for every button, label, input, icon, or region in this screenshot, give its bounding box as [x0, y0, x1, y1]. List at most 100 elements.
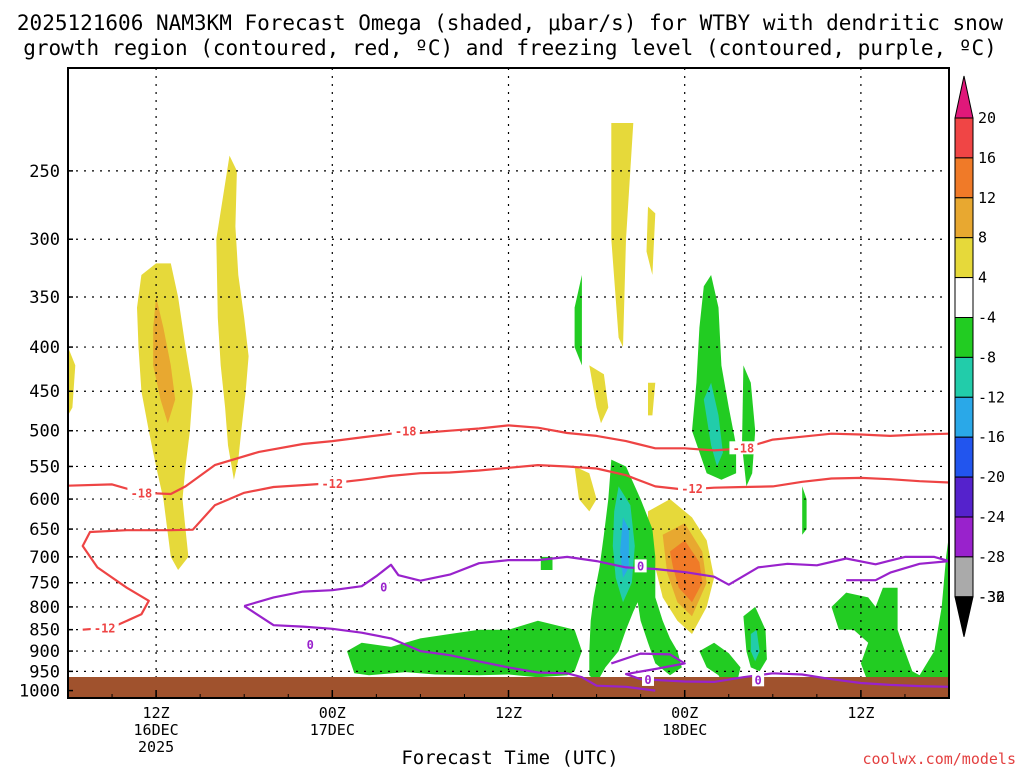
y-tick-label-950: 950 [29, 662, 60, 682]
y-tick-label-350: 350 [29, 288, 60, 308]
omega-region-8 [574, 466, 597, 512]
y-tick-label-850: 850 [29, 621, 60, 641]
colorbar-box-3 [954, 197, 974, 239]
y-tick-label-550: 550 [29, 457, 60, 477]
contour-label-bg-5 [678, 481, 707, 495]
omega-region-3 [216, 155, 249, 480]
omega-region-6 [589, 365, 609, 424]
ground-surface [68, 677, 949, 698]
y-tick-label-700: 700 [29, 548, 60, 568]
y-tick-label-450: 450 [29, 382, 60, 402]
x-tick-label-0-1: 16DEC [134, 721, 179, 739]
colorbar-label-5: -4 [978, 309, 996, 327]
y-tick-label-750: 750 [29, 574, 60, 594]
x-tick-label-1-1: 17DEC [310, 721, 355, 739]
contour-label-9: 0 [644, 673, 651, 687]
omega-region-15 [703, 382, 723, 467]
credit-text: coolwx.com/models [862, 750, 1016, 768]
colorbar-box-10 [954, 476, 974, 518]
x-tick-label-1-0: 00Z [319, 704, 346, 722]
contour-label-bg-2 [729, 441, 758, 455]
colorbar-top-arrow [954, 75, 974, 119]
contour-label-2: -18 [733, 441, 755, 455]
x-axis-label: Forecast Time (UTC) [401, 747, 618, 768]
omega-region-24 [750, 629, 760, 662]
contour-label-4: -12 [94, 621, 116, 635]
colorbar-box-1 [954, 117, 974, 159]
contour-label-bg-9 [641, 672, 654, 686]
omega-region-1 [137, 263, 193, 570]
contour-line-1 [81, 464, 950, 631]
contour-line-4 [610, 652, 950, 688]
colorbar-box-4 [954, 237, 974, 279]
contour-label-3: -12 [321, 477, 343, 491]
x-tick-label-4-0: 12Z [847, 704, 874, 722]
pressure-gridlines [68, 68, 949, 698]
colorbar-box-11 [954, 516, 974, 558]
x-tick-label-3-0: 00Z [671, 704, 698, 722]
colorbar: 20 16 12 8 4 -4 -8 -12 -16 -20 -24 -28 -32-36 [954, 75, 1005, 637]
contour-label-8: 0 [637, 559, 644, 573]
contour-label-bg-1 [127, 486, 156, 500]
colorbar-label-6: -8 [978, 348, 996, 366]
contour-label-0: -18 [395, 424, 417, 438]
x-tick-label-0-0: 12Z [143, 704, 170, 722]
omega-region-0 [68, 347, 76, 416]
plot-background [68, 68, 949, 698]
y-tick-label-900: 900 [29, 642, 60, 662]
contour-labels: -18 -18 -18 -12 -12 -12 0 0 0 0 0 [90, 424, 765, 687]
contour-line-3 [243, 605, 656, 692]
omega-shading [68, 123, 949, 691]
colorbar-label-1: 16 [978, 149, 996, 167]
colorbar-label-10: -24 [978, 508, 1005, 526]
contour-label-bg-4 [90, 621, 119, 635]
contour-label-10: 0 [754, 673, 761, 687]
colorbar-label-13: -36 [978, 588, 1005, 606]
contour-label-bg-0 [391, 424, 420, 438]
omega-region-20 [620, 517, 629, 578]
omega-region-4 [611, 123, 634, 348]
colorbar-box-8 [954, 396, 974, 438]
y-tick-label-400: 400 [29, 338, 60, 358]
plot-area: -18 -18 -18 -12 -12 -12 0 0 0 0 0 [67, 67, 951, 699]
omega-region-5 [646, 206, 656, 275]
x-tick-label-0-2: 2025 [138, 738, 174, 756]
contour-label-1: -18 [131, 486, 153, 500]
omega-region-14 [692, 275, 737, 480]
contour-label-bg-10 [752, 673, 765, 687]
chart-title: 2025121606 NAM3KM Forecast Omega (shaded… [17, 11, 1004, 35]
contour-label-bg-7 [304, 637, 317, 651]
omega-region-21 [347, 620, 582, 678]
y-tick-label-300: 300 [29, 230, 60, 250]
colorbar-label-7: -12 [978, 388, 1005, 406]
y-tick-label-650: 650 [29, 520, 60, 540]
y-tick-label-1000: 1000 [19, 682, 60, 702]
colorbar-label-4: 4 [978, 269, 987, 287]
contour-label-6: 0 [380, 581, 387, 595]
colorbar-label-8: -16 [978, 428, 1005, 446]
colorbar-box-5 [954, 277, 974, 319]
contour-line-0 [67, 424, 950, 496]
x-tick-label-3-1: 18DEC [662, 721, 707, 739]
colorbar-box-9 [954, 436, 974, 478]
chart-title-line2: growth region (contoured, red, ºC) and f… [23, 36, 997, 60]
colorbar-box-2 [954, 157, 974, 199]
y-tick-label-250: 250 [29, 162, 60, 182]
omega-region-25 [831, 534, 949, 691]
y-tick-label-800: 800 [29, 598, 60, 618]
colorbar-label-9: -20 [978, 468, 1005, 486]
colorbar-label-11: -28 [978, 548, 1005, 566]
temperature-contours [67, 424, 951, 692]
y-axis: 2503003504004505005506006507007508008509… [19, 162, 73, 702]
contour-label-bg-8 [634, 559, 647, 573]
omega-region-16 [742, 365, 756, 487]
colorbar-box-12 [954, 556, 974, 598]
contour-label-bg-3 [318, 476, 347, 490]
colorbar-bottom-arrow [954, 596, 974, 637]
y-tick-label-500: 500 [29, 422, 60, 442]
x-tick-label-2-0: 12Z [495, 704, 522, 722]
contour-label-5: -12 [681, 482, 703, 496]
contour-label-7: 0 [307, 638, 314, 652]
